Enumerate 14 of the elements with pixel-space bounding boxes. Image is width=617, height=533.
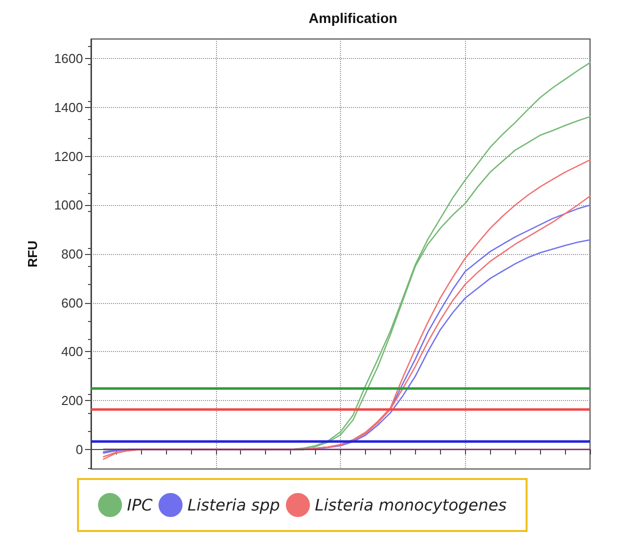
y-tick-label: 600 <box>61 295 83 310</box>
y-tick-label: 1600 <box>54 51 83 66</box>
y-axis-title: RFU <box>25 240 40 268</box>
y-tick-label: 200 <box>61 393 83 408</box>
legend-label: Listeria monocytogenes <box>314 496 507 514</box>
y-tick-label: 0 <box>76 442 83 457</box>
y-tick-label: 400 <box>61 344 83 360</box>
legend-label: Listeria spp <box>188 496 280 514</box>
y-tick-label: 800 <box>61 246 83 262</box>
y-tick-label: 1400 <box>54 100 83 115</box>
y-tick-label: 1200 <box>54 148 83 164</box>
y-tick-label: 1000 <box>54 198 83 213</box>
legend-label: IPC <box>127 496 154 514</box>
chart-title: Amplification <box>308 10 398 26</box>
